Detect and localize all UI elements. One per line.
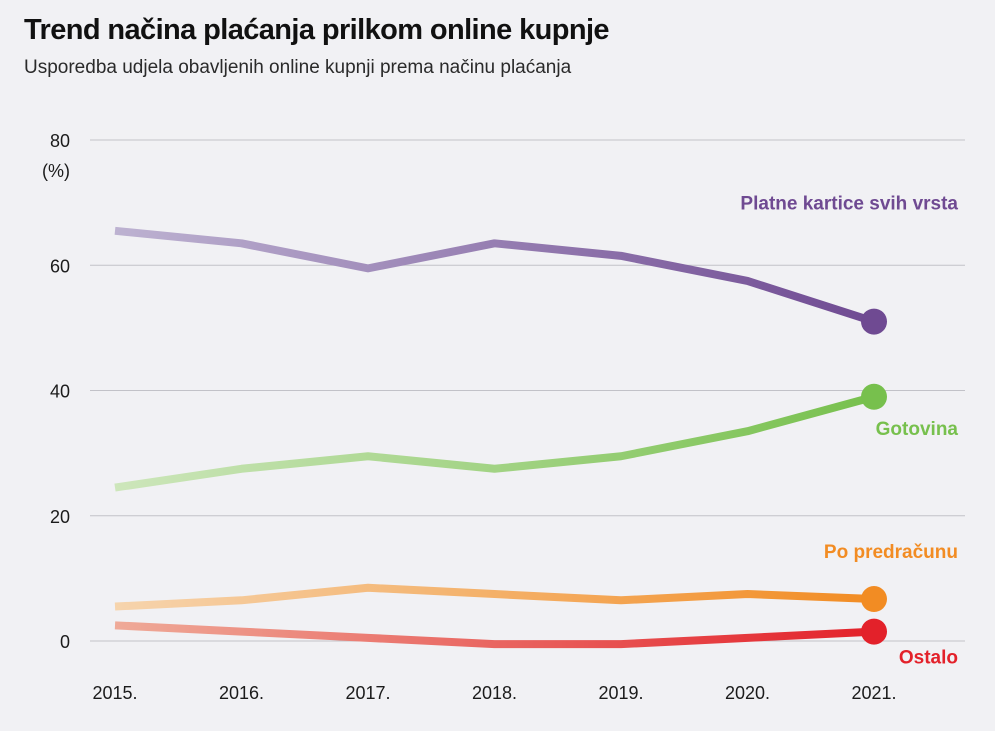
x-tick-label: 2018. bbox=[472, 683, 517, 703]
series-end-marker-po-predracunu bbox=[861, 586, 887, 613]
y-tick-label: 80 bbox=[50, 131, 70, 151]
x-tick-label: 2021. bbox=[851, 683, 896, 703]
series-end-marker-gotovina bbox=[861, 383, 887, 410]
x-tick-label: 2016. bbox=[219, 683, 264, 703]
x-tick-label: 2017. bbox=[345, 683, 390, 703]
series-end-marker-platne-kartice-svih-vrsta bbox=[861, 308, 887, 335]
series-label-po-predracunu: Po predračunu bbox=[824, 542, 958, 563]
series-label-gotovina: Gotovina bbox=[876, 419, 959, 440]
x-tick-label: 2019. bbox=[598, 683, 643, 703]
series-line-platne-kartice-svih-vrsta bbox=[114, 226, 876, 326]
x-tick-label: 2020. bbox=[725, 683, 770, 703]
series-label-ostalo: Ostalo bbox=[899, 648, 958, 669]
y-tick-label: 60 bbox=[50, 256, 70, 276]
y-tick-label: 20 bbox=[50, 507, 70, 527]
chart-subtitle: Usporedba udjela obavljenih online kupnj… bbox=[24, 57, 572, 78]
series-line-ostalo bbox=[114, 621, 875, 649]
y-unit-label: (%) bbox=[42, 161, 70, 181]
series-line-po-predracunu bbox=[114, 583, 875, 611]
x-tick-label: 2015. bbox=[92, 683, 137, 703]
chart-title: Trend načina plaćanja prilkom online kup… bbox=[24, 14, 610, 46]
y-tick-label: 0 bbox=[60, 632, 70, 652]
series-label-platne-kartice-svih-vrsta: Platne kartice svih vrsta bbox=[740, 194, 958, 215]
series-line-gotovina bbox=[114, 392, 876, 492]
series-end-marker-ostalo bbox=[861, 618, 887, 645]
y-tick-label: 40 bbox=[50, 382, 70, 402]
